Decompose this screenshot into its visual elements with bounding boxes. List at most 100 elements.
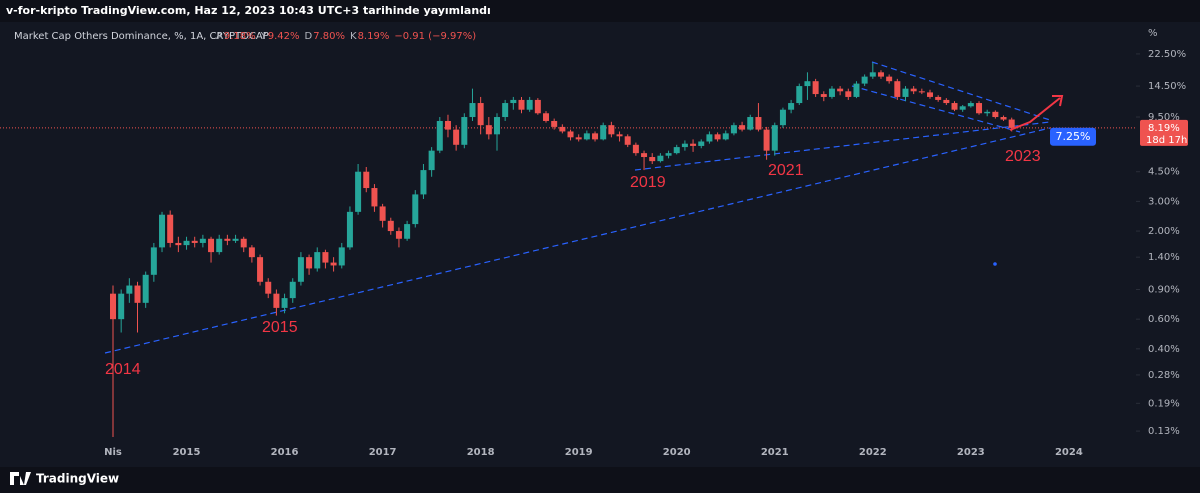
candle-body — [191, 240, 198, 243]
annotation: 2023 — [1005, 148, 1041, 165]
y-tick-label: 2.00% — [1148, 226, 1180, 237]
candle-body — [240, 238, 247, 248]
candle-body — [788, 103, 795, 110]
candle-body — [355, 171, 362, 212]
candle-body — [142, 274, 149, 303]
candle-body — [1000, 117, 1007, 120]
candle-body — [273, 293, 280, 308]
candle-body — [150, 247, 157, 275]
ohlc-legend: A 9.18% Y 9.42% D 7.80% K 8.19% −0.91 (−9.97%) — [216, 31, 476, 42]
candle-body — [559, 126, 566, 132]
candle-body — [412, 194, 419, 225]
candle-body — [641, 153, 648, 158]
x-tick-label: 2022 — [859, 447, 887, 458]
legend-change: −0.91 (−9.97%) — [394, 31, 476, 42]
candle-body — [976, 103, 983, 114]
logo — [10, 472, 31, 485]
candle-body — [771, 125, 778, 151]
candle-body — [436, 120, 443, 151]
target-price-box — [1050, 127, 1096, 146]
candle-body — [600, 125, 607, 140]
legend-value: 9.18% — [224, 31, 256, 42]
candle-body — [265, 281, 272, 294]
candle-body — [159, 214, 166, 248]
candle-body — [592, 133, 599, 140]
x-tick-label: 2017 — [369, 447, 397, 458]
x-tick-label: 2023 — [957, 447, 985, 458]
candle-body — [575, 137, 582, 140]
candle-body — [281, 298, 288, 308]
candle-body — [918, 91, 925, 93]
candle-body — [649, 157, 656, 162]
candle-body — [387, 220, 394, 232]
candle-body — [714, 134, 721, 140]
candle-body — [453, 129, 460, 145]
marker-dot — [993, 262, 997, 266]
candle-body — [338, 247, 345, 266]
candle-body — [837, 88, 844, 92]
candle-body — [616, 134, 623, 137]
candle-body — [722, 133, 729, 140]
candle-body — [690, 143, 697, 146]
annotation: 2019 — [630, 174, 666, 191]
legend-value: 8.19% — [358, 31, 390, 42]
y-tick-label: 9.50% — [1148, 112, 1180, 123]
publisher-bar — [0, 0, 1200, 22]
candle-body — [526, 99, 533, 110]
target-price-label: 7.25% — [1056, 130, 1091, 143]
x-tick-label: 2019 — [565, 447, 593, 458]
candle-body — [395, 231, 402, 239]
candle-body — [110, 293, 116, 320]
axis-unit: % — [1148, 28, 1158, 39]
candle-body — [665, 153, 672, 156]
y-tick-label: 0.60% — [1148, 314, 1180, 325]
candle-body — [322, 252, 329, 263]
candle-body — [346, 211, 353, 248]
candle-body — [935, 96, 942, 100]
candle-body — [910, 88, 917, 92]
candle-body — [493, 117, 500, 135]
candle-body — [681, 143, 688, 148]
candle-body — [534, 99, 541, 114]
candle-body — [804, 81, 811, 87]
candle-body — [959, 106, 966, 110]
candle-body — [134, 285, 141, 303]
trend-line — [851, 85, 1021, 133]
candle-body — [126, 285, 133, 294]
candle-body — [820, 94, 827, 97]
y-tick-label: 1.40% — [1148, 252, 1180, 263]
arrow — [1009, 95, 1064, 131]
symbol: Market Cap Others Dominance, %, 1A, CRYP… — [14, 31, 269, 42]
candle-body — [404, 224, 411, 239]
y-tick-label: 0.40% — [1148, 344, 1180, 355]
legend-value: 7.80% — [313, 31, 345, 42]
brand: TradingView — [36, 472, 119, 486]
plot: 0.13% 0.19% 0.28% 0.40% 0.60% 0.90% 1.40% 2.00%… — [0, 49, 1188, 458]
candle-body — [551, 120, 558, 127]
candle-body — [306, 257, 313, 269]
y-tick-label: 22.50% — [1148, 49, 1186, 60]
y-tick-label: 3.00% — [1148, 196, 1180, 207]
x-tick-label: 2018 — [467, 447, 495, 458]
candle-body — [902, 88, 909, 97]
candle-body — [314, 252, 321, 269]
candle-body — [118, 293, 125, 320]
candle-body — [428, 150, 435, 171]
y-tick-label: 0.19% — [1148, 398, 1180, 409]
trend-line — [104, 127, 1051, 354]
candle-body — [796, 86, 803, 104]
candle-body — [886, 76, 893, 82]
candle-body — [289, 281, 296, 299]
x-tick-label: 2015 — [173, 447, 201, 458]
candle-body — [869, 72, 876, 77]
candle-body — [608, 125, 615, 135]
candle-body — [706, 134, 713, 142]
annotation: 2021 — [768, 162, 804, 179]
candle-body — [199, 238, 206, 243]
candle-body — [1008, 119, 1015, 128]
x-tick-label: 2024 — [1055, 447, 1083, 458]
candle-body — [183, 240, 190, 246]
candle-body — [828, 88, 835, 97]
candle-body — [951, 103, 958, 110]
